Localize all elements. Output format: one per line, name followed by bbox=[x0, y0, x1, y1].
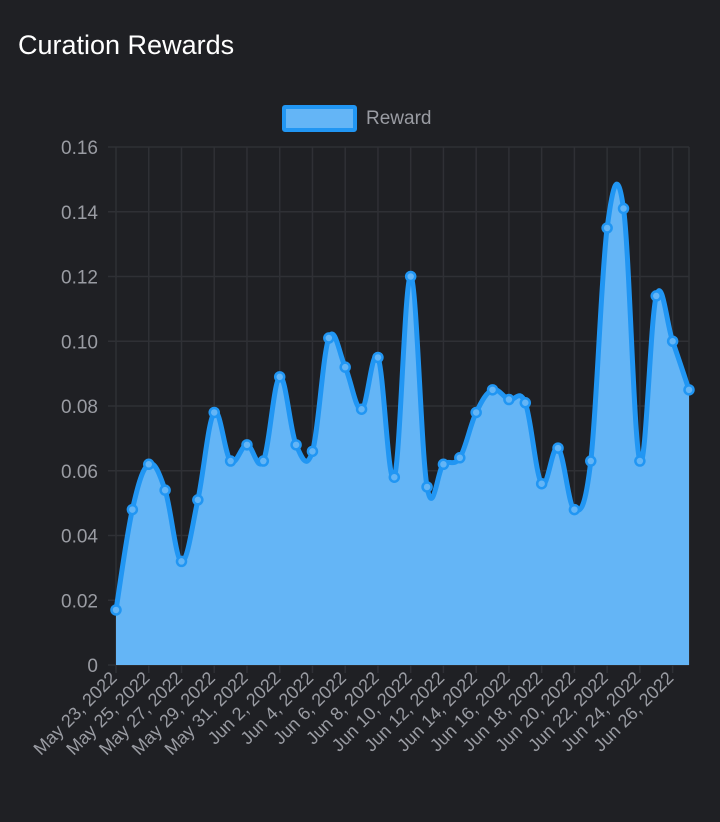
data-point[interactable] bbox=[175, 555, 188, 568]
data-point[interactable] bbox=[192, 494, 204, 506]
data-point[interactable] bbox=[683, 384, 695, 396]
data-point[interactable] bbox=[666, 335, 679, 347]
data-point[interactable] bbox=[372, 351, 384, 364]
data-point[interactable] bbox=[257, 455, 270, 467]
data-point[interactable] bbox=[552, 442, 564, 454]
data-point[interactable] bbox=[437, 458, 450, 471]
data-point[interactable] bbox=[519, 397, 532, 409]
y-tick-label: 0.02 bbox=[61, 591, 98, 612]
reward-data-points bbox=[110, 202, 695, 616]
y-tick-label: 0.16 bbox=[61, 138, 98, 159]
data-point[interactable] bbox=[634, 455, 646, 467]
y-tick-label: 0.06 bbox=[61, 462, 98, 483]
y-tick-label: 0.10 bbox=[61, 332, 98, 353]
y-tick-label: 0 bbox=[87, 656, 98, 677]
data-point[interactable] bbox=[585, 455, 597, 467]
y-tick-label: 0.14 bbox=[61, 203, 98, 224]
data-point[interactable] bbox=[470, 406, 482, 419]
data-point[interactable] bbox=[224, 455, 237, 467]
y-tick-label: 0.12 bbox=[61, 268, 98, 289]
data-point[interactable] bbox=[323, 332, 335, 344]
data-point[interactable] bbox=[486, 384, 499, 396]
data-point[interactable] bbox=[110, 604, 122, 616]
data-point[interactable] bbox=[273, 371, 286, 383]
data-point[interactable] bbox=[568, 503, 581, 516]
data-point[interactable] bbox=[208, 406, 220, 419]
y-tick-label: 0.08 bbox=[61, 397, 98, 418]
data-point[interactable] bbox=[650, 290, 663, 302]
reward-area-fill bbox=[116, 184, 689, 665]
data-point[interactable] bbox=[421, 481, 433, 493]
page-title: Curation Rewards bbox=[18, 30, 235, 60]
legend-label-reward: Reward bbox=[366, 108, 431, 129]
data-point[interactable] bbox=[142, 458, 155, 471]
data-point[interactable] bbox=[617, 202, 630, 215]
data-point[interactable] bbox=[388, 471, 401, 483]
data-point[interactable] bbox=[503, 393, 515, 406]
data-point[interactable] bbox=[126, 503, 139, 516]
data-point[interactable] bbox=[404, 270, 417, 283]
data-point[interactable] bbox=[601, 222, 613, 234]
legend-swatch bbox=[282, 105, 357, 132]
data-point[interactable] bbox=[290, 439, 302, 451]
data-point[interactable] bbox=[535, 477, 548, 490]
legend[interactable]: Reward bbox=[282, 105, 431, 132]
data-point[interactable] bbox=[454, 452, 466, 464]
data-point[interactable] bbox=[339, 361, 351, 373]
y-axis-ticks: 0 0.02 0.04 0.06 0.08 0.10 0.12 0.14 0.16 bbox=[61, 138, 98, 677]
data-point[interactable] bbox=[159, 484, 171, 496]
data-point[interactable] bbox=[306, 445, 319, 458]
data-point[interactable] bbox=[355, 403, 368, 415]
data-point[interactable] bbox=[241, 439, 253, 451]
y-tick-label: 0.04 bbox=[61, 527, 98, 548]
